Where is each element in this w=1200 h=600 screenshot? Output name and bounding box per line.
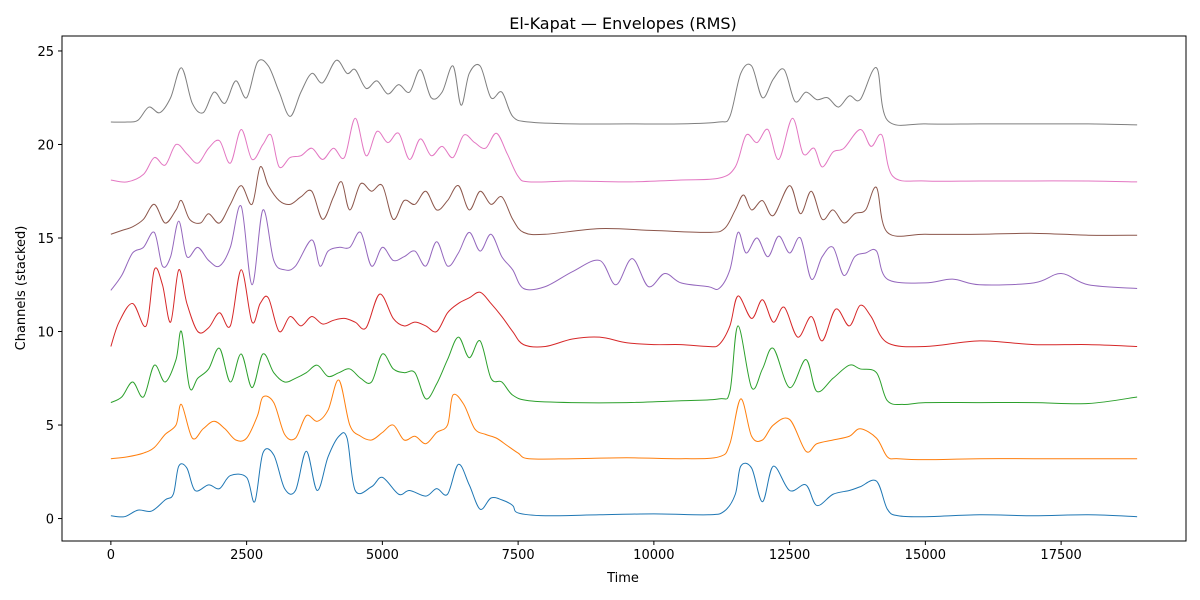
x-axis-label: Time [606, 571, 639, 586]
series-line-0 [110, 432, 1138, 518]
x-axis-ticks: 0 2500 5000 7500 10000 12500 15000 17500 [107, 541, 1082, 563]
y-axis-ticks: 0 5 10 15 20 25 [37, 45, 62, 528]
y-axis-label: Channels (stacked) [14, 226, 29, 351]
series-line-5 [110, 166, 1138, 237]
series-line-1 [110, 379, 1138, 461]
series-line-3 [110, 267, 1138, 348]
y-tick-label: 5 [46, 419, 54, 434]
x-tick-label: 15000 [905, 548, 946, 563]
series-line-7 [110, 59, 1138, 126]
y-tick-label: 15 [37, 232, 54, 247]
chart-title: El-Kapat — Envelopes (RMS) [509, 14, 737, 33]
x-tick-label: 0 [107, 548, 115, 563]
y-tick-label: 20 [37, 138, 54, 153]
y-tick-label: 10 [37, 326, 54, 341]
y-tick-label: 25 [37, 45, 54, 60]
series-layer [110, 59, 1138, 518]
y-tick-label: 0 [46, 513, 54, 528]
series-line-2 [110, 325, 1138, 406]
x-tick-label: 7500 [502, 548, 535, 563]
x-tick-label: 10000 [633, 548, 674, 563]
x-tick-label: 5000 [366, 548, 399, 563]
x-tick-label: 2500 [230, 548, 263, 563]
x-tick-label: 17500 [1040, 548, 1081, 563]
series-line-4 [110, 205, 1138, 291]
plot-frame [61, 35, 1187, 542]
series-line-6 [110, 117, 1138, 183]
x-tick-label: 12500 [769, 548, 810, 563]
